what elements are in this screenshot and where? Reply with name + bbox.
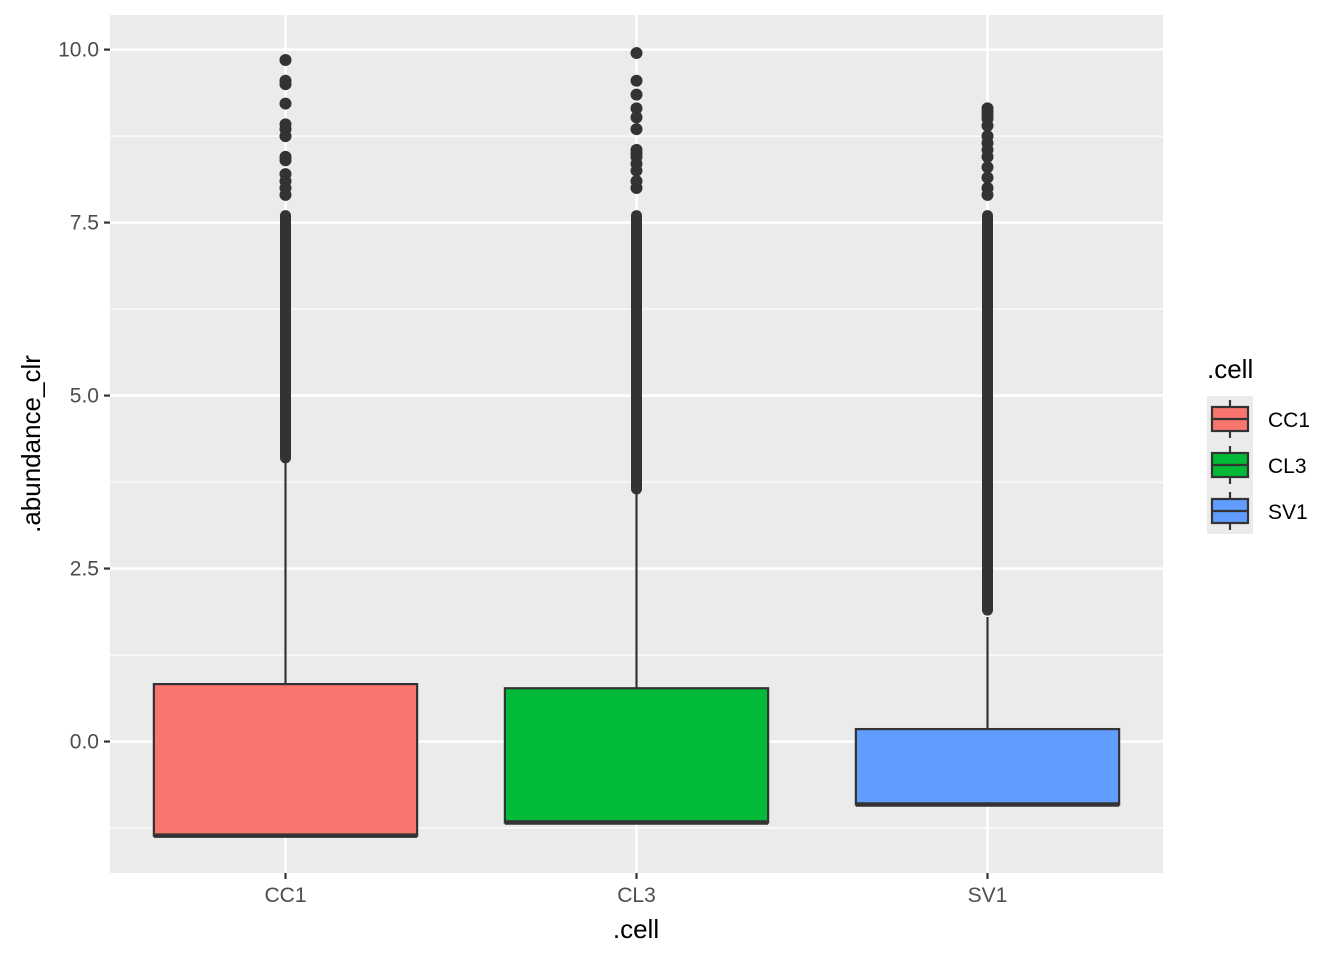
y-axis: 0.0 2.5 5.0 7.5 10.0 [58, 39, 110, 754]
outlier-point [279, 78, 292, 91]
outlier-point [630, 181, 643, 194]
outlier-point [630, 74, 643, 87]
x-tick-label: CL3 [617, 884, 656, 907]
x-tick-label: CC1 [264, 884, 306, 907]
outlier-point [630, 164, 643, 177]
box-body [152, 683, 419, 837]
outlier-point [279, 97, 292, 110]
y-tick-label: 2.5 [70, 558, 99, 581]
outlier-point [279, 154, 292, 167]
box-body [503, 687, 770, 824]
outlier-point [981, 188, 994, 201]
legend-label: CC1 [1268, 409, 1310, 432]
outlier-point [630, 102, 643, 115]
legend-label: SV1 [1268, 501, 1308, 524]
outlier-point [630, 123, 643, 136]
outlier-point [279, 130, 292, 143]
outlier-point [981, 171, 994, 184]
box-CL3 [503, 47, 770, 825]
legend-item-CC1: CC1 [1210, 400, 1310, 438]
legend-title: .cell [1207, 354, 1253, 384]
y-tick-label: 0.0 [70, 731, 99, 754]
y-tick-label: 5.0 [70, 385, 99, 408]
legend-item-CL3: CL3 [1210, 446, 1307, 484]
x-tick-label: SV1 [968, 884, 1008, 907]
outlier-point [630, 88, 643, 101]
x-axis-title: .cell [613, 914, 659, 944]
x-axis: CC1 CL3 SV1 [264, 873, 1007, 907]
box-body [854, 727, 1121, 806]
outlier-point [279, 53, 292, 66]
y-tick-label: 7.5 [70, 212, 99, 235]
legend-label: CL3 [1268, 455, 1307, 478]
box-layer [152, 47, 1121, 838]
legend: .cell CC1 CL3 SV1 [1207, 354, 1310, 534]
outlier-point [981, 119, 994, 132]
y-tick-label: 10.0 [58, 39, 99, 62]
y-axis-title: .abundance_clr [16, 355, 46, 533]
outlier-point [630, 47, 643, 60]
box-CC1 [152, 53, 419, 838]
outlier-point [981, 150, 994, 163]
outlier-point [630, 111, 643, 124]
outlier-point [279, 188, 292, 201]
box-SV1 [854, 102, 1121, 807]
outlier-point [981, 161, 994, 174]
legend-item-SV1: SV1 [1210, 492, 1308, 530]
